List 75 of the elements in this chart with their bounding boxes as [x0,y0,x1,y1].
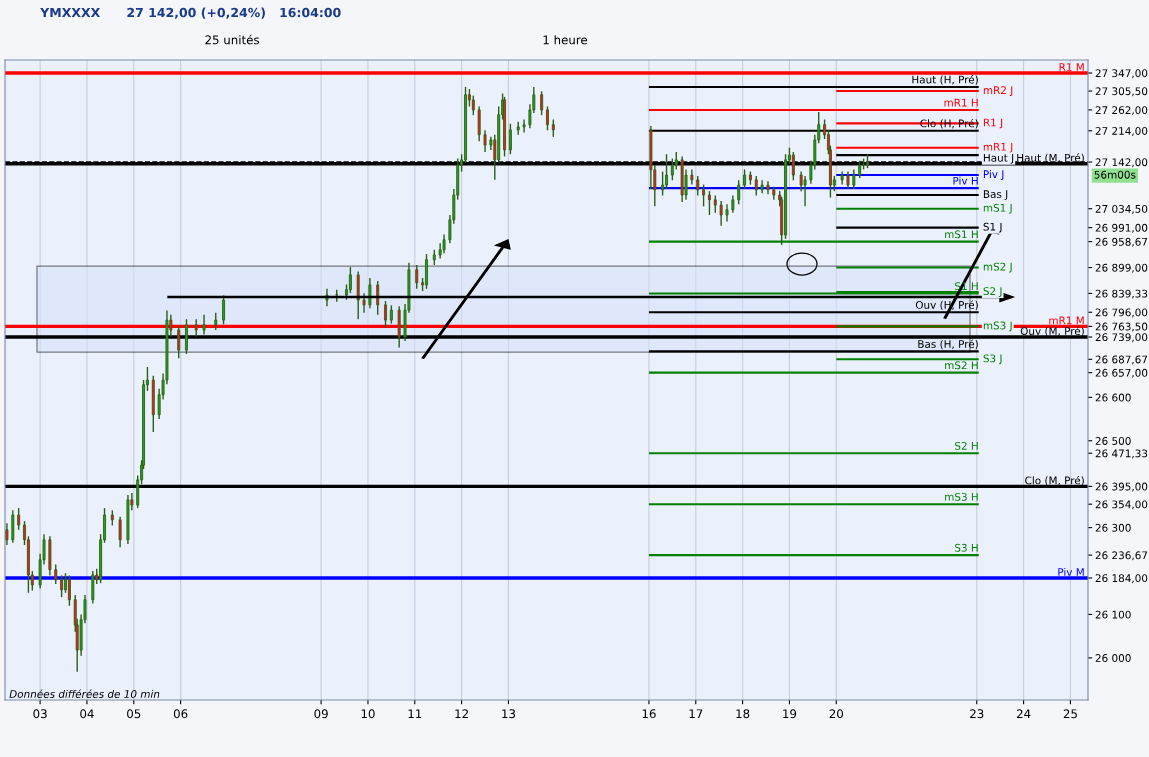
x-tick-label: 10 [361,709,375,719]
y-tick-label: 26 958,67 [1095,237,1148,247]
y-tick-label: 27 347,00 [1095,69,1148,79]
y-tick-label: 27 214,00 [1095,127,1148,136]
y-tick-label: 26 899,00 [1095,263,1148,273]
y-tick-label: 26 184,00 [1095,574,1148,584]
x-tick-label: 03 [33,709,47,719]
series-label: Haut J [983,153,1014,164]
series-label: S3 J [983,354,1002,365]
x-tick-label: 13 [502,709,516,719]
x-tick-label: 09 [314,709,328,719]
text: 25 unités [205,34,260,45]
x-tick-label: 16 [642,709,656,719]
series-label: mR1 H [944,98,978,107]
series-label: Piv H [953,176,978,185]
y-tick-label: 26 657,00 [1095,368,1148,378]
series-label: Bas J [983,190,1008,200]
series-label: mS1 J [983,203,1012,214]
x-tick-label: 20 [829,709,843,719]
y-tick-label: 26 763,50 [1095,322,1148,332]
x-tick-label: 18 [736,709,750,719]
y-tick-label: 26 687,67 [1095,355,1148,365]
series-label: mS3 J [983,321,1012,332]
x-tick-label: 05 [127,709,141,719]
series-label: S2 H [955,441,978,450]
ref-line-label: Haut (M, Pré) [1017,153,1084,163]
ref-line-label: mR1 M [1049,316,1084,325]
series-label: mS1 H [945,230,978,239]
annotation: Données différées de 10 min [9,689,160,698]
y-tick-label: 27 034,50 [1095,204,1148,214]
y-tick-label: 26 236,67 [1095,551,1148,561]
text: 1 heure [543,35,588,45]
series-label: mS2 J [983,262,1012,273]
x-tick-label: 12 [455,709,468,718]
chart-title: YMXXXX [40,7,100,18]
series-label: Haut (H, Pré) [912,75,978,85]
series-label: S3 H [955,543,978,552]
x-tick-label: 19 [783,709,797,719]
text: 56m00s [1094,170,1136,179]
y-tick-label: 26 354,00 [1095,500,1148,510]
y-tick-label: 26 100 [1095,610,1131,619]
y-tick-label: 26 991,00 [1095,223,1148,233]
x-tick-label: 06 [173,709,188,719]
y-tick-label: 26 796,00 [1095,308,1148,318]
x-tick-label: 24 [1016,709,1031,718]
y-tick-label: 27 262,00 [1095,106,1148,116]
y-tick-label: 26 600 [1095,393,1131,402]
ref-line-label: R1 M [1059,63,1084,71]
y-tick-label: 26 300 [1095,523,1131,532]
y-tick-label: 26 000 [1095,654,1131,662]
y-tick-label: 26 395,00 [1095,482,1148,492]
series-label: mS3 H [945,492,978,501]
series-label: S1 J [983,222,1002,233]
x-tick-label: 11 [408,709,422,718]
ref-line-label: Piv M [1058,567,1084,576]
y-tick-label: 27 142,00 [1095,158,1148,168]
y-tick-label: 26 839,33 [1095,289,1148,299]
x-tick-label: 23 [970,709,984,719]
series-label: R1 J [983,118,1003,129]
ref-line-label: Clo (M, Pré) [1025,475,1084,486]
series-label: Piv J [983,170,1004,181]
y-tick-label: 26 500 [1095,437,1131,445]
y-tick-label: 26 471,33 [1095,449,1148,459]
series-label: S2 J [983,287,1002,297]
chart-subtitle: 27 142,00 (+0,24%) 16:04:00 [127,7,341,19]
x-tick-label: 17 [689,709,703,718]
x-tick-label: 04 [80,709,94,719]
y-tick-label: 27 305,50 [1095,87,1148,97]
ref-line-label: Ouv (M, Pré) [1020,326,1084,337]
series-label: mR2 J [983,86,1013,96]
series-label: mS2 H [945,361,978,370]
series-label: mR1 J [983,142,1013,153]
y-tick-label: 26 739,00 [1095,333,1148,343]
series-label: Bas (H, Pré) [918,339,978,350]
x-tick-label: 25 [1063,709,1077,719]
